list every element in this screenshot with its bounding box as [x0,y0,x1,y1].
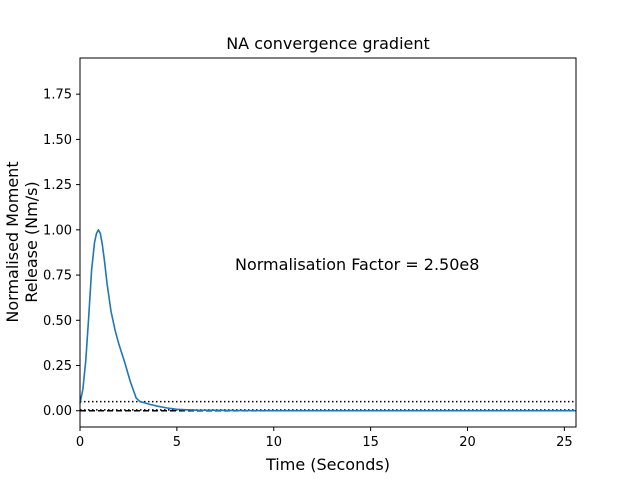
y-axis-label-line-2: Release (Nm/s) [22,181,41,302]
y-tick-label: 0.25 [43,359,72,374]
normalisation-factor-annotation: Normalisation Factor = 2.50e8 [235,255,479,274]
y-tick-label: 1.75 [43,88,72,103]
y-tick-label: 1.00 [43,223,72,238]
x-tick-label: 25 [556,435,573,450]
axes-frame [79,57,577,428]
y-tick-label: 0.75 [43,269,72,284]
x-tick-label: 0 [76,435,84,450]
x-axis-ticks: 0 5 10 15 20 25 [76,427,573,450]
y-tick-label: 0.50 [43,314,72,329]
x-tick-label: 5 [173,435,181,450]
y-tick-label: 1.50 [43,133,72,148]
x-tick-label: 10 [265,435,282,450]
x-tick-label: 15 [362,435,379,450]
x-axis-label: Time (Seconds) [265,455,390,474]
y-axis-label-line-1: Normalised Moment [3,161,22,322]
y-tick-label: 0.00 [43,404,72,419]
y-axis-ticks: 0.00 0.25 0.50 0.75 1.00 1.25 1.50 1.75 [43,88,80,419]
y-tick-label: 1.25 [43,178,72,193]
series-line-0 [79,229,576,412]
x-tick-label: 20 [459,435,476,450]
chart-title: NA convergence gradient [226,34,430,53]
plot-area [79,229,576,412]
y-axis-label: Normalised Moment Release (Nm/s) [3,161,41,322]
